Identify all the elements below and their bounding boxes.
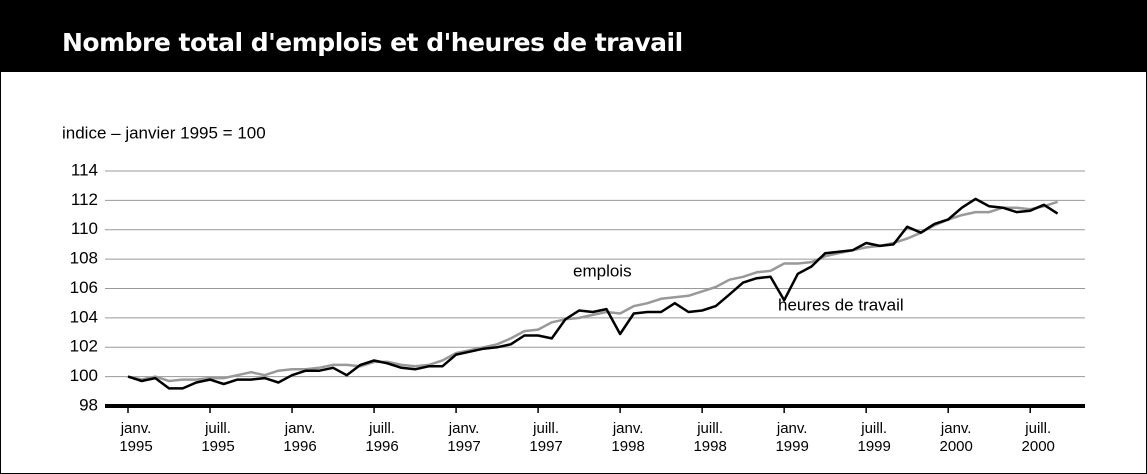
series-label: heures de travail xyxy=(778,295,904,314)
x-tick-label: janv. 1995 xyxy=(119,420,153,455)
series-line xyxy=(127,197,1059,390)
y-tick-label: 104 xyxy=(70,307,98,326)
chart-title: Nombre total d'emplois et d'heures de tr… xyxy=(62,28,683,57)
series-line xyxy=(127,200,1058,383)
header: Nombre total d'emplois et d'heures de tr… xyxy=(0,0,1147,72)
x-tick-label: juill. 1995 xyxy=(201,420,235,455)
x-tick-label: juill. 1999 xyxy=(857,420,891,455)
x-tick-label: janv. 2000 xyxy=(939,420,973,455)
y-axis-label: indice – janvier 1995 = 100 xyxy=(62,123,266,142)
x-tick-label: janv. 1997 xyxy=(447,420,481,455)
series-label: emplois xyxy=(573,261,632,280)
y-tick-label: 98 xyxy=(79,395,98,414)
x-tick-label: juill. 1996 xyxy=(365,420,399,455)
y-tick-label: 112 xyxy=(71,190,98,209)
x-tick-label: juill. 2000 xyxy=(1021,420,1055,455)
x-tick-label: juill. 1997 xyxy=(529,420,563,455)
y-tick-label: 114 xyxy=(71,160,98,179)
y-tick-label: 102 xyxy=(70,337,98,356)
y-tick-label: 100 xyxy=(70,366,98,385)
x-tick-label: janv. 1999 xyxy=(775,420,809,455)
y-tick-label: 106 xyxy=(70,278,98,297)
y-tick-label: 108 xyxy=(70,249,98,268)
x-tick-label: janv. 1996 xyxy=(283,420,317,455)
y-tick-label: 110 xyxy=(71,219,98,238)
x-tick-label: juill. 1998 xyxy=(693,420,727,455)
x-tick-label: janv. 1998 xyxy=(611,420,645,455)
